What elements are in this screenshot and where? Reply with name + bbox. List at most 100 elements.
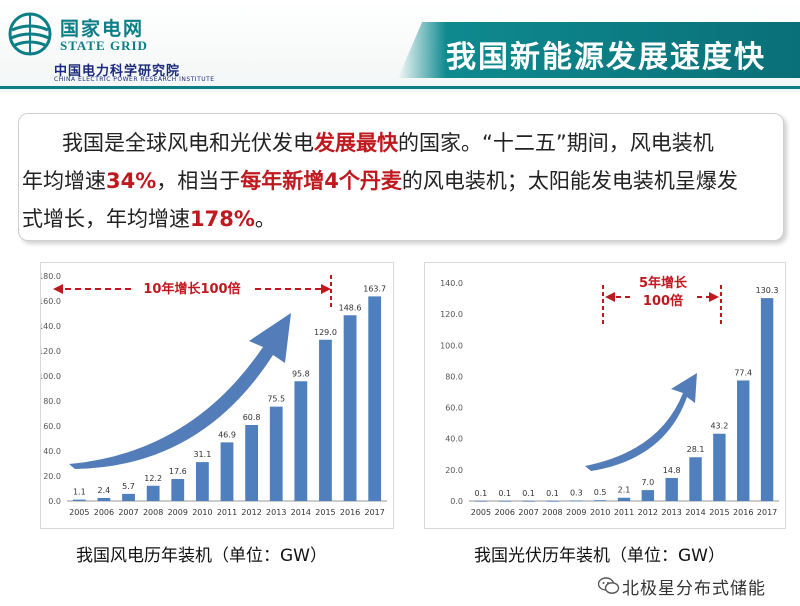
wind-y-tick-label: 80.0 (43, 397, 61, 406)
solar-x-tick-label: 2009 (566, 508, 586, 517)
intro-box (18, 113, 784, 241)
solar-x-tick-label: 2012 (638, 508, 658, 517)
solar-value-label: 2.1 (618, 486, 631, 495)
solar-value-label: 0.3 (570, 489, 583, 498)
wind-value-label: 31.1 (193, 450, 211, 459)
wind-x-tick-label: 2014 (291, 508, 311, 517)
solar-bar (665, 477, 678, 501)
intro-text-segment: 式增长，年均增速 (22, 207, 190, 231)
watermark-text: 北极星分布式储能 (622, 579, 766, 599)
solar-y-tick-label: 20.0 (445, 466, 463, 475)
wind-bar (368, 296, 382, 501)
solar-bar (737, 380, 750, 501)
wind-bar (97, 498, 111, 501)
wind-x-tick-label: 2010 (192, 508, 212, 517)
intro-highlight: 34% (106, 169, 157, 193)
solar-y-tick-label: 100.0 (440, 341, 463, 350)
state-grid-logo: 国家电网 STATE GRID 中国电力科学研究院 CHINA ELECTRIC… (8, 8, 238, 83)
wind-bar (122, 493, 135, 501)
watermark: 北极星分布式储能 (598, 572, 798, 600)
solar-span-arrowhead-right (709, 292, 719, 302)
solar-x-tick-label: 2011 (614, 508, 634, 517)
intro-text-segment: 的国家。“十二五”期间，风电装机 (398, 131, 714, 155)
solar-growth-arrow (585, 373, 697, 471)
intro-text-segment: 年均增速 (22, 169, 106, 193)
wind-chart-panel: 0.0 20.0 40.0 60.0 80.0 100.0 120.0 140.0 160.0 1… (40, 262, 394, 529)
wind-value-label: 1.1 (73, 488, 86, 497)
wind-x-tick-label: 2009 (168, 508, 188, 517)
wind-bar (171, 479, 185, 501)
wind-span-arrowhead-right (321, 284, 331, 294)
wind-bar (72, 499, 86, 501)
wind-value-label: 129.0 (314, 328, 337, 337)
solar-x-tick-label: 2016 (733, 508, 753, 517)
solar-bar (713, 433, 726, 501)
solar-value-label: 0.1 (475, 489, 488, 498)
intro-text-segment: 的风电装机；太阳能发电装机呈爆发 (401, 169, 738, 193)
wind-bar (245, 425, 259, 501)
wind-y-tick-label: 100.0 (41, 372, 61, 381)
solar-y-tick-label: 140.0 (440, 279, 463, 288)
solar-bar (617, 497, 631, 501)
wechat-icon (598, 577, 620, 594)
intro-line-1: 我国是全球风电和光伏发电发展最快的国家。“十二五”期间，风电装机 (22, 124, 778, 162)
logo-chinese-name: 国家电网 (60, 18, 145, 40)
intro-text: 我国是全球风电和光伏发电发展最快的国家。“十二五”期间，风电装机 年均增速34%… (22, 124, 778, 238)
solar-value-label: 0.1 (546, 489, 559, 498)
wind-x-tick-label: 2013 (266, 508, 286, 517)
wind-bar (195, 462, 209, 501)
wind-x-tick-label: 2016 (340, 508, 360, 517)
wind-value-label: 12.2 (144, 474, 162, 483)
wind-value-label: 2.4 (98, 486, 111, 495)
wind-annotation-text: 10年增长100倍 (143, 281, 240, 297)
wind-bar (220, 442, 234, 501)
title-tab-background (398, 22, 800, 78)
wind-y-tick-label: 180.0 (41, 272, 61, 281)
intro-highlight: 每年新增4个丹麦 (240, 169, 402, 193)
solar-bar (498, 500, 511, 502)
wind-x-tick-label: 2011 (217, 508, 237, 517)
solar-x-tick-label: 2015 (709, 508, 729, 517)
wind-x-tick-label: 2005 (69, 508, 89, 517)
wind-value-label: 60.8 (243, 413, 261, 422)
wind-x-tick-label: 2008 (143, 508, 163, 517)
solar-bar (760, 298, 774, 501)
solar-bar (546, 500, 559, 502)
solar-chart-panel: 0.0 20.0 40.0 60.0 80.0 100.0 120.0 140.0 0.1 200… (424, 262, 786, 529)
solar-annotation-bg (633, 273, 693, 313)
wind-value-label: 17.6 (169, 467, 187, 476)
solar-capacity-chart: 0.0 20.0 40.0 60.0 80.0 100.0 120.0 140.0 0.1 200… (440, 273, 779, 517)
wind-value-label: 148.6 (339, 303, 362, 312)
solar-value-label: 43.2 (710, 422, 728, 431)
institute-chinese-name: 中国电力科学研究院 (54, 64, 181, 79)
solar-value-label: 7.0 (641, 478, 654, 487)
wind-value-label: 163.7 (363, 284, 386, 293)
solar-value-label: 0.1 (522, 489, 535, 498)
wind-y-tick-label: 140.0 (41, 322, 61, 331)
solar-x-tick-label: 2014 (685, 508, 705, 517)
solar-x-tick-label: 2006 (495, 508, 515, 517)
solar-y-tick-label: 60.0 (445, 404, 463, 413)
wind-y-tick-label: 60.0 (43, 422, 61, 431)
wind-bar (146, 485, 160, 501)
intro-text-segment: ，相当于 (156, 169, 241, 193)
solar-annotation-line2: 100倍 (643, 293, 683, 309)
solar-bar (570, 500, 583, 502)
wind-y-tick-label: 20.0 (43, 472, 61, 481)
solar-y-tick-label: 0.0 (450, 497, 463, 506)
wind-y-tick-label: 40.0 (43, 447, 61, 456)
solar-y-tick-label: 40.0 (445, 435, 463, 444)
solar-value-label: 130.3 (756, 286, 779, 295)
wind-bar (269, 406, 283, 501)
wind-span-arrowhead-left (53, 284, 63, 294)
intro-text-segment: 。 (254, 207, 276, 231)
state-grid-globe-icon (8, 12, 52, 56)
solar-x-tick-label: 2008 (542, 508, 562, 517)
intro-line-3: 式增长，年均增速178%。 (22, 200, 778, 238)
institute-english-name: CHINA ELECTRIC POWER RESEARCH INSTITUTE (54, 76, 215, 83)
solar-annotation-line1: 5年增长 (639, 275, 688, 291)
wind-value-label: 95.8 (292, 369, 310, 378)
intro-text-segment: 我国是全球风电和光伏发电 (62, 131, 314, 155)
solar-x-tick-label: 2010 (590, 508, 610, 517)
solar-x-tick-label: 2013 (662, 508, 682, 517)
